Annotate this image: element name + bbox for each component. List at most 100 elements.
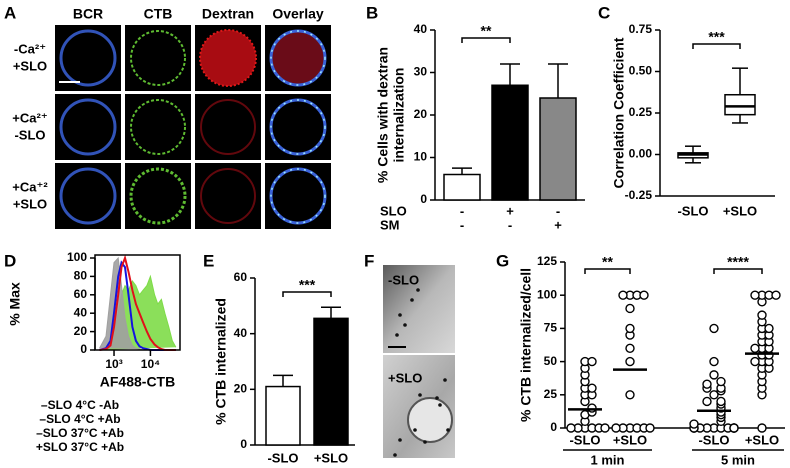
- data-point: [618, 290, 628, 300]
- gold-particle: [398, 438, 402, 442]
- y-tick-label: 20: [234, 382, 248, 396]
- condition-name: SLO: [380, 203, 407, 218]
- box: [724, 93, 756, 116]
- significance-bracket: [282, 291, 332, 297]
- y-tick-label: 60: [74, 287, 88, 301]
- x-tick-label: 10⁴: [141, 357, 160, 371]
- micrograph: [125, 163, 191, 229]
- data-point: [716, 376, 726, 387]
- panel-letter: E: [203, 251, 214, 270]
- data-point: [587, 356, 597, 367]
- y-tick-label: 80: [74, 269, 88, 283]
- cell-signal: [271, 31, 325, 85]
- micrograph: [55, 94, 121, 160]
- row-label: -SLO: [14, 127, 45, 142]
- y-tick-label: 75: [544, 321, 558, 335]
- y-axis-label: % CTB internalized/cell: [518, 268, 534, 422]
- condition-value: +: [554, 217, 562, 232]
- micrograph: [265, 94, 331, 160]
- gold-particle: [393, 453, 397, 457]
- gold-particle: [398, 313, 402, 317]
- bar: [443, 173, 481, 201]
- data-point: [750, 290, 760, 300]
- legend-label: –SLO 37°C +Ab: [36, 426, 124, 440]
- y-tick-label: 50: [544, 354, 558, 368]
- cell-signal: [130, 30, 186, 86]
- data-point: [689, 419, 699, 429]
- gold-particle: [446, 428, 450, 432]
- y-tick-label: 0.25: [629, 105, 653, 119]
- significance-bracket: [461, 37, 511, 43]
- cell-signal: [199, 29, 257, 87]
- significance-bracket: [713, 268, 763, 274]
- significance-label: ***: [299, 277, 316, 293]
- condition-value: -: [460, 203, 464, 218]
- data-point: [750, 356, 760, 367]
- channel-header: Dextran: [202, 6, 254, 22]
- legend-label: –SLO 4°C +Ab: [39, 412, 120, 426]
- y-axis-label: % CTB internalized: [213, 298, 229, 425]
- y-tick-label: 30: [414, 65, 428, 79]
- y-tick-label: 20: [414, 107, 428, 121]
- gold-particle: [403, 323, 407, 327]
- data-point: [750, 343, 760, 354]
- y-axis-label: % Max: [7, 282, 23, 326]
- panel-letter: G: [496, 251, 509, 270]
- channel-header: CTB: [144, 6, 173, 22]
- gold-particle: [423, 440, 427, 444]
- data-point: [716, 396, 726, 407]
- data-point: [757, 423, 767, 433]
- data-point: [709, 356, 719, 367]
- y-tick-label: 10: [414, 150, 428, 164]
- x-tick-label: -SLO: [569, 432, 600, 447]
- data-point: [764, 323, 774, 334]
- cell-signal: [59, 167, 117, 225]
- data-point: [587, 383, 597, 393]
- data-point: [645, 423, 655, 433]
- condition-value: +: [506, 203, 514, 218]
- gold-particle: [418, 393, 422, 397]
- cell-signal: [59, 98, 117, 156]
- y-tick-label: 0.50: [629, 64, 653, 78]
- y-tick-label: 0: [420, 192, 427, 206]
- gold-particle: [435, 396, 439, 400]
- plot-frame: [94, 254, 181, 351]
- micrograph: [125, 94, 191, 160]
- x-tick-label: +SLO: [613, 432, 647, 447]
- y-axis-label: % Cells with dextran: [375, 47, 391, 183]
- gold-particle: [443, 378, 447, 382]
- data-point: [729, 423, 739, 433]
- cell-signal: [130, 99, 186, 155]
- x-tick-label: -SLO: [698, 432, 729, 447]
- cell-signal: [270, 99, 326, 155]
- y-axis-label: Correlation Coefficient: [611, 37, 627, 188]
- y-tick-label: 60: [234, 270, 248, 284]
- significance-label: ***: [708, 29, 725, 45]
- gold-particle: [413, 428, 417, 432]
- x-tick-label: -SLO: [267, 450, 298, 465]
- data-point: [771, 290, 781, 300]
- row-label: +SLO: [13, 196, 47, 211]
- channel-header: BCR: [73, 6, 103, 22]
- panel-letter: C: [598, 3, 610, 22]
- micrograph: [195, 94, 261, 160]
- y-tick-label: 125: [537, 254, 557, 268]
- y-tick-label: 40: [74, 305, 88, 319]
- data-point: [709, 323, 719, 334]
- data-point: [600, 423, 610, 433]
- gold-particle: [416, 288, 420, 292]
- data-point: [625, 303, 635, 314]
- y-tick-label: 20: [74, 324, 88, 338]
- condition-value: -: [508, 217, 512, 232]
- y-tick-label: 0.00: [629, 147, 653, 161]
- data-point: [702, 396, 712, 407]
- y-tick-label: 25: [544, 387, 558, 401]
- image-label: +SLO: [388, 370, 422, 385]
- cell-signal: [129, 167, 187, 225]
- data-point: [709, 370, 719, 380]
- micrograph: [195, 163, 261, 229]
- gold-particle: [395, 333, 399, 337]
- cell-signal: [200, 99, 256, 155]
- cell-signal: [270, 168, 326, 224]
